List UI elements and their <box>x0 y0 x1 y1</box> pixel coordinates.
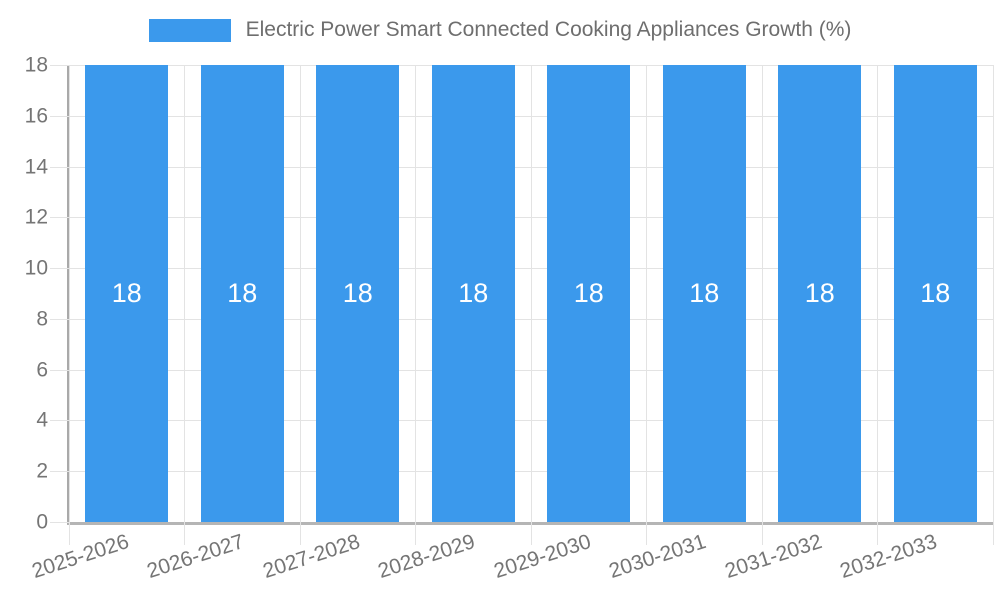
x-tick-label: 2029-2030 <box>490 530 594 583</box>
gridline-vertical <box>68 65 70 545</box>
gridline-horizontal <box>50 318 993 320</box>
bar: 18 <box>778 65 862 522</box>
x-axis-labels: 2025-2026 2026-2027 2027-2028 2028-2029 2029… <box>29 530 991 597</box>
x-tick-label: 2026-2027 <box>144 530 248 583</box>
gridline-horizontal <box>50 471 993 473</box>
gridline-vertical <box>184 65 185 545</box>
gridline-vertical <box>761 65 763 545</box>
gridline-horizontal <box>50 115 993 117</box>
y-tick-label: 8 <box>36 307 48 331</box>
bar-value-label: 18 <box>227 278 258 308</box>
plot-area: 18 18 18 18 18 18 18 18 <box>50 65 994 545</box>
x-tick-label: 2027-2028 <box>259 530 363 583</box>
bar: 18 <box>85 65 169 522</box>
bar-value-label: 18 <box>111 278 142 308</box>
bar-value-label: 18 <box>804 278 835 308</box>
y-tick-label: 4 <box>36 408 48 432</box>
chart-title: Electric Power Smart Connected Cooking A… <box>245 18 852 41</box>
y-tick-label: 2 <box>36 459 48 483</box>
bar-value-label: 18 <box>920 278 951 308</box>
bar-value-label: 18 <box>689 278 720 308</box>
x-tick-label: 2032-2033 <box>837 530 941 583</box>
bar: 18 <box>316 65 400 522</box>
y-tick-label: 18 <box>24 53 48 77</box>
y-tick-label: 16 <box>24 104 48 128</box>
gridline-horizontal <box>50 217 993 219</box>
bar-value-label: 18 <box>573 278 604 308</box>
x-tick-label: 2031-2032 <box>721 530 825 583</box>
gridline-horizontal <box>50 166 993 168</box>
bar: 18 <box>893 65 977 522</box>
gridline-vertical <box>530 65 532 545</box>
gridline-vertical <box>992 65 994 545</box>
y-tick-label: 10 <box>24 256 48 280</box>
gridline-vertical <box>299 65 301 545</box>
gridline-horizontal <box>50 268 993 270</box>
gridline-horizontal <box>50 369 993 371</box>
y-axis: 0 2 4 6 8 10 12 14 16 18 <box>0 55 48 533</box>
bar-value-label: 18 <box>342 278 373 308</box>
gridline-vertical <box>877 65 878 545</box>
bar: 18 <box>662 65 746 522</box>
bar: 18 <box>200 65 284 522</box>
x-tick-label: 2028-2029 <box>375 530 479 583</box>
gridline-vertical <box>646 65 647 545</box>
gridline-horizontal <box>50 420 993 422</box>
gridline-horizontal <box>50 65 993 66</box>
x-tick-label: 2025-2026 <box>28 530 132 583</box>
x-tick-label: 2030-2031 <box>606 530 710 583</box>
y-tick-label: 0 <box>36 510 48 534</box>
bar-value-label: 18 <box>458 278 489 308</box>
y-tick-label: 6 <box>36 358 48 382</box>
gridline-vertical <box>415 65 416 545</box>
gridline-horizontal <box>50 522 69 523</box>
legend-swatch <box>148 18 231 42</box>
y-tick-label: 12 <box>24 205 48 229</box>
bar: 18 <box>431 65 515 522</box>
legend: Electric Power Smart Connected Cooking A… <box>0 18 1000 42</box>
y-tick-label: 14 <box>24 155 48 179</box>
bar: 18 <box>547 65 631 522</box>
